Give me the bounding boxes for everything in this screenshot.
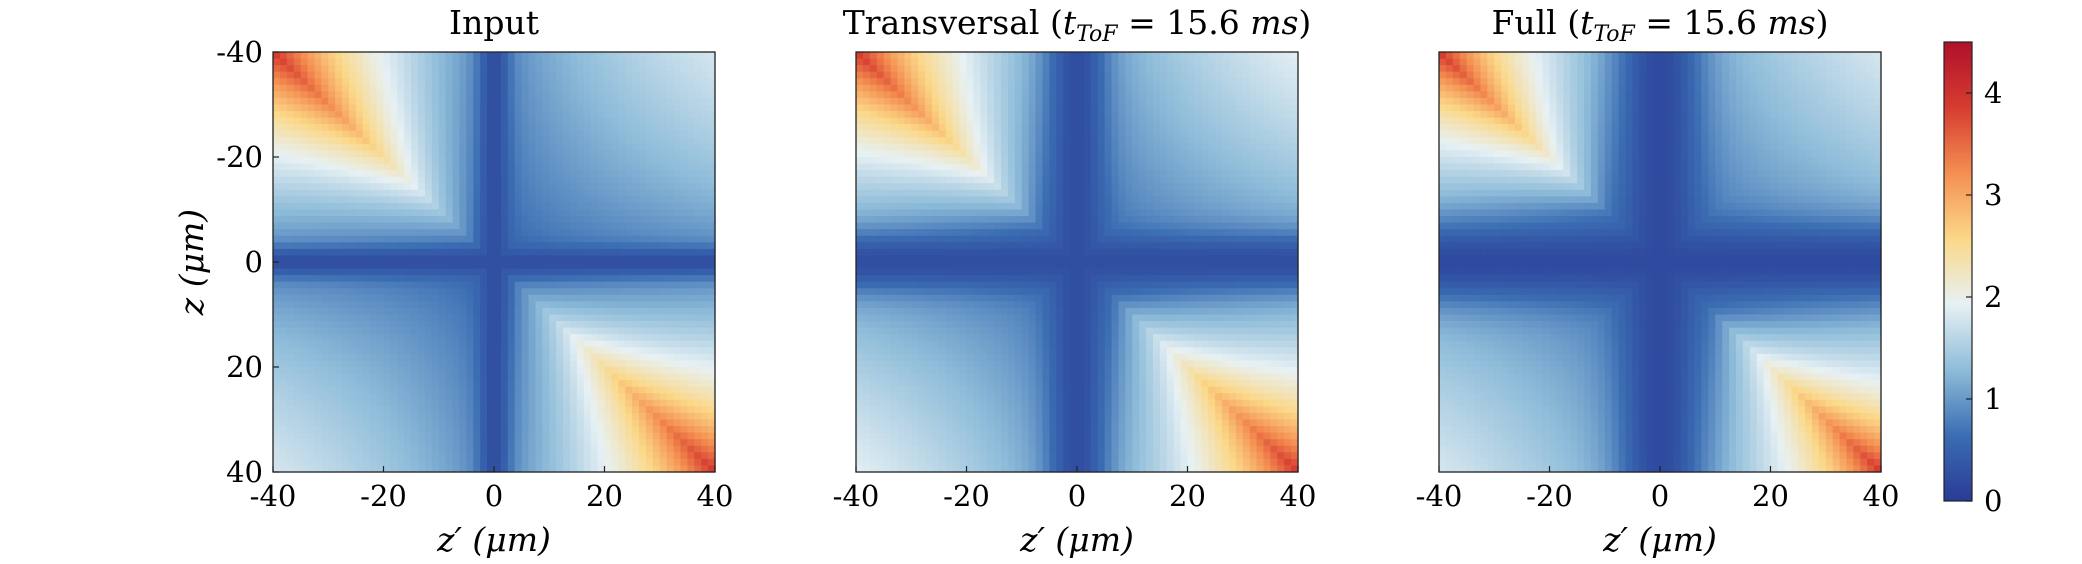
colorbar-tick-label: 3 bbox=[1984, 178, 2002, 212]
y-tick-label: 40 bbox=[226, 455, 263, 489]
x-tick-label: 0 bbox=[1651, 479, 1669, 513]
colorbar-ticks: 0 1 2 3 4 bbox=[1966, 76, 2002, 518]
panel-full: Full (tToF = 15.6 ms) -40 -20 0 20 40 z′ (μm… bbox=[1416, 3, 1900, 559]
panel-transversal: Transversal (tToF = 15.6 ms) -40 -20 0 20 40… bbox=[833, 3, 1317, 559]
x-ticks-full: -40 -20 0 20 40 bbox=[1416, 466, 1900, 513]
x-ticks-input: -40 -20 0 20 40 bbox=[250, 466, 734, 513]
x-tick-label: -20 bbox=[943, 479, 990, 513]
panel-title-transversal: Transversal (tToF = 15.6 ms) bbox=[843, 3, 1312, 47]
x-tick-label: 0 bbox=[1068, 479, 1086, 513]
x-tick-label: 0 bbox=[485, 479, 503, 513]
x-axis-label-transversal: z′ (μm) bbox=[1019, 520, 1134, 559]
x-tick-label: 40 bbox=[1863, 479, 1900, 513]
colorbar-tick-label: 0 bbox=[1984, 484, 2002, 518]
x-ticks-transversal: -40 -20 0 20 40 bbox=[833, 466, 1317, 513]
x-tick-label: 20 bbox=[1169, 479, 1206, 513]
panel-title-input: Input bbox=[449, 3, 539, 42]
x-tick-label: -40 bbox=[1416, 479, 1463, 513]
x-tick-label: -40 bbox=[250, 479, 297, 513]
x-tick-label: -20 bbox=[1526, 479, 1573, 513]
x-tick-label: 20 bbox=[586, 479, 623, 513]
x-tick-label: -20 bbox=[360, 479, 407, 513]
y-tick-label: 20 bbox=[226, 350, 263, 384]
y-tick-label: -20 bbox=[216, 140, 263, 174]
y-tick-label: 0 bbox=[245, 245, 263, 279]
x-tick-label: 40 bbox=[1280, 479, 1317, 513]
title-main: Input bbox=[449, 3, 539, 42]
colorbar: 0 1 2 3 4 bbox=[1943, 41, 2002, 518]
colorbar-tick-label: 2 bbox=[1984, 280, 2002, 314]
y-axis-label: z (μm) bbox=[172, 209, 211, 316]
panel-title-full: Full (tToF = 15.6 ms) bbox=[1491, 3, 1828, 47]
x-axis-label-input: z′ (μm) bbox=[436, 520, 551, 559]
x-tick-label: 20 bbox=[1752, 479, 1789, 513]
colorbar-tick-label: 1 bbox=[1984, 382, 2002, 416]
y-ticks-input: -40 -20 0 20 40 bbox=[216, 35, 279, 489]
heatmap-input bbox=[273, 52, 716, 473]
x-tick-label: -40 bbox=[833, 479, 880, 513]
panel-input: Input -40 -20 0 20 40 -40 -20 0 20 40 z′ (μm) z … bbox=[172, 3, 733, 559]
colorbar-tick-label: 4 bbox=[1984, 76, 2002, 110]
x-tick-label: 40 bbox=[697, 479, 734, 513]
y-tick-label: -40 bbox=[216, 35, 263, 69]
heatmap-full bbox=[1439, 52, 1882, 473]
heatmap-transversal bbox=[856, 52, 1299, 473]
colorbar-bar bbox=[1943, 41, 1973, 502]
x-axis-label-full: z′ (μm) bbox=[1602, 520, 1717, 559]
